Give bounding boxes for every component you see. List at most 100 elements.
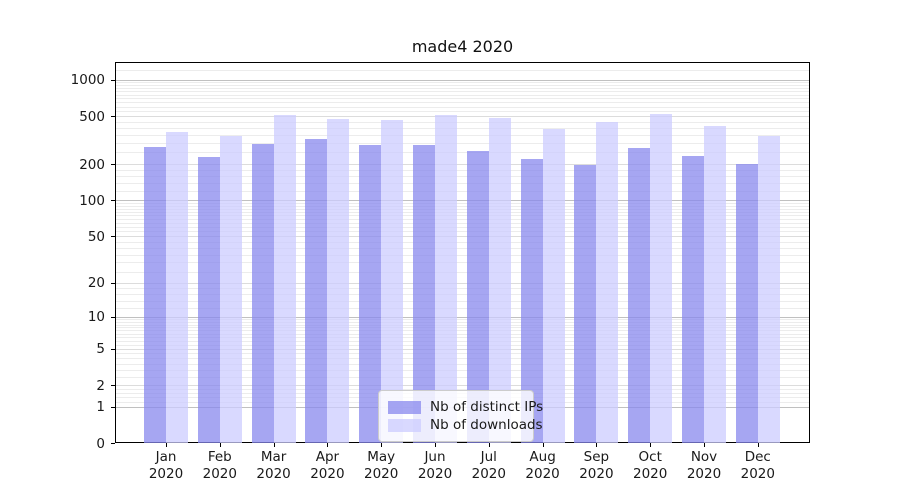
gridline-minor bbox=[116, 226, 809, 228]
x-tick-label-jul: Jul 2020 bbox=[459, 449, 519, 483]
gridline-minor bbox=[116, 182, 809, 184]
bar-ips-Aug bbox=[520, 159, 543, 443]
y-tick-mark bbox=[111, 282, 115, 284]
gridline-minor bbox=[116, 337, 809, 339]
gridline-minor bbox=[116, 127, 809, 129]
gridline-minor bbox=[116, 370, 809, 372]
bar-ips-Nov bbox=[682, 155, 704, 443]
x-tick-year: 2020 bbox=[525, 466, 560, 482]
x-tick-month: Sep bbox=[583, 449, 610, 465]
x-tick-mark bbox=[381, 443, 383, 447]
gridline-minor bbox=[116, 300, 809, 302]
x-tick-label-mar: Mar 2020 bbox=[244, 449, 304, 483]
gridline-minor bbox=[116, 88, 809, 90]
x-tick-month: Dec bbox=[744, 449, 771, 465]
bar-downloads-Oct bbox=[650, 113, 673, 443]
bar-ips-Feb bbox=[197, 157, 220, 443]
bar-ips-Mar bbox=[251, 144, 274, 443]
gridline bbox=[116, 282, 809, 284]
x-tick-mark bbox=[488, 443, 490, 447]
x-tick-mark bbox=[166, 443, 167, 447]
gridline-minor bbox=[116, 324, 809, 326]
bar-downloads-Jan bbox=[166, 132, 188, 443]
x-tick-label-nov: Nov 2020 bbox=[674, 449, 734, 483]
x-tick-year: 2020 bbox=[148, 466, 184, 482]
gridline-minor bbox=[116, 262, 809, 264]
gridline-minor bbox=[116, 208, 809, 210]
gridline-minor bbox=[116, 353, 809, 355]
gridline-minor bbox=[116, 271, 809, 273]
x-tick-label-jun: Jun 2020 bbox=[405, 449, 465, 483]
x-tick-mark bbox=[542, 443, 544, 447]
x-tick-mark bbox=[704, 443, 705, 447]
gridline bbox=[116, 116, 809, 118]
x-tick-year: 2020 bbox=[310, 466, 345, 482]
gridline-minor bbox=[116, 254, 809, 256]
legend-row-distinct-ips: Nb of distinct IPs bbox=[388, 399, 543, 415]
gridline-major bbox=[116, 316, 809, 318]
bar-downloads-Nov bbox=[704, 125, 726, 443]
chart-title: made4 2020 bbox=[411, 37, 514, 56]
y-tick-mark bbox=[111, 406, 115, 408]
y-tick-mark bbox=[111, 316, 115, 318]
y-tick-mark bbox=[111, 116, 115, 118]
x-tick-year: 2020 bbox=[471, 466, 506, 482]
gridline-minor bbox=[116, 106, 809, 108]
legend-swatch-distinct-ips bbox=[388, 400, 421, 414]
x-tick-label-sep: Sep 2020 bbox=[566, 449, 626, 483]
y-tick-label: 5 bbox=[96, 341, 105, 358]
gridline-major bbox=[116, 200, 809, 202]
y-tick-mark bbox=[111, 79, 115, 81]
gridline-minor bbox=[116, 340, 809, 342]
x-tick-mark bbox=[273, 443, 275, 447]
gridline-minor bbox=[116, 134, 809, 136]
x-tick-month: May bbox=[367, 449, 396, 465]
gridline-minor bbox=[116, 358, 809, 360]
gridline-minor bbox=[116, 308, 809, 310]
legend-row-downloads: Nb of downloads bbox=[388, 417, 543, 433]
x-tick-label-oct: Oct 2020 bbox=[620, 449, 680, 483]
gridline-minor bbox=[116, 142, 809, 144]
y-tick-label: 100 bbox=[79, 192, 105, 209]
gridline-minor bbox=[116, 222, 809, 224]
legend: Nb of distinct IPs Nb of downloads bbox=[378, 390, 543, 442]
gridline-minor bbox=[116, 91, 809, 93]
bar-ips-Jul bbox=[466, 150, 489, 443]
plot-area bbox=[115, 62, 810, 443]
bar-ips-Jun bbox=[413, 144, 435, 443]
gridline-minor bbox=[116, 344, 809, 346]
gridline-minor bbox=[116, 241, 809, 243]
gridline-minor bbox=[116, 205, 809, 207]
bar-ips-Oct bbox=[628, 148, 651, 443]
y-tick-mark bbox=[111, 348, 115, 350]
x-tick-mark bbox=[327, 443, 329, 447]
gridline-minor bbox=[116, 215, 809, 217]
x-tick-mark bbox=[650, 443, 652, 447]
gridline-minor bbox=[116, 202, 809, 204]
gridline-minor bbox=[116, 288, 809, 290]
x-tick-mark bbox=[596, 443, 598, 447]
bar-ips-Apr bbox=[305, 139, 328, 443]
legend-label-downloads: Nb of downloads bbox=[430, 417, 543, 433]
x-tick-mark bbox=[435, 443, 436, 447]
y-tick-label: 2 bbox=[96, 377, 105, 394]
gridline-minor bbox=[116, 333, 809, 335]
x-tick-month: Oct bbox=[638, 449, 662, 465]
bar-downloads-Jun bbox=[435, 115, 457, 443]
gridline-minor bbox=[116, 98, 809, 100]
bar-downloads-Jul bbox=[488, 117, 511, 443]
gridline bbox=[116, 236, 809, 238]
gridline-minor bbox=[116, 327, 809, 329]
gridline-minor bbox=[116, 319, 809, 321]
bar-downloads-Feb bbox=[219, 135, 242, 443]
y-tick-label: 1 bbox=[96, 399, 105, 416]
y-tick-mark bbox=[111, 385, 115, 387]
gridline-minor bbox=[116, 111, 809, 113]
gridline-minor bbox=[116, 330, 809, 332]
gridline-minor bbox=[116, 363, 809, 365]
x-tick-month: Aug bbox=[529, 449, 556, 465]
x-tick-month: Feb bbox=[207, 449, 232, 465]
gridline bbox=[116, 385, 809, 387]
gridline-major bbox=[116, 79, 809, 81]
x-tick-month: Jun bbox=[424, 449, 446, 465]
